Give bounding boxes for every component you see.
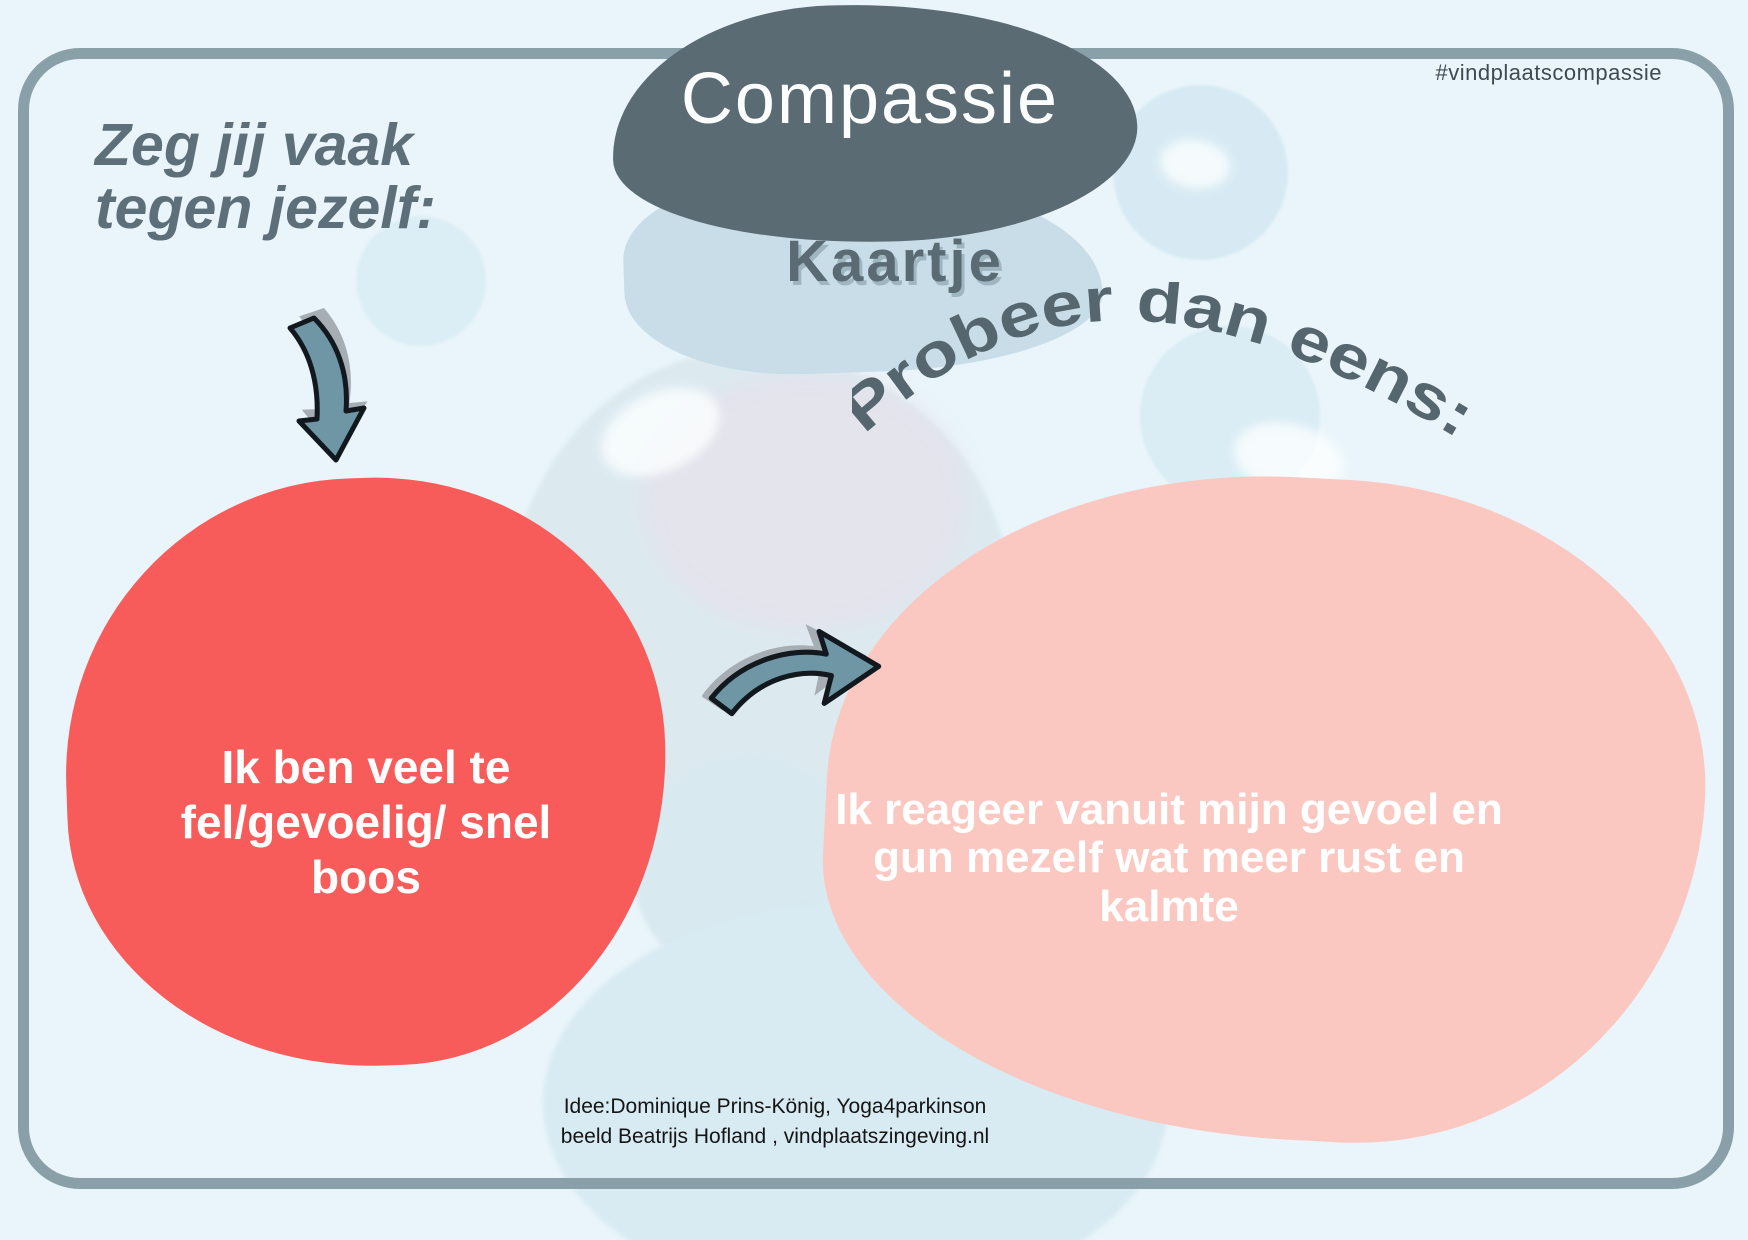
left-prompt-line-1: Zeg jij vaak [95, 112, 414, 178]
svg-text:Probeer dan eens:: Probeer dan eens: [852, 282, 1486, 451]
left-prompt-line-2: tegen jezelf: [95, 175, 436, 242]
left-prompt-heading: Zeg jij vaak tegen jezelf: [95, 112, 655, 242]
hashtag-label: #vindplaatscompassie [1435, 60, 1662, 85]
response-line-2: gun mezelf wat meer rust en [873, 833, 1465, 883]
credit-line-2: beeld Beatrijs Hofland , vindplaatszinge… [560, 1124, 990, 1148]
compassionate-response-text: Ik reageer vanuit mijn gevoel en gun mez… [822, 785, 1516, 931]
right-prompt-text: Probeer dan eens: [852, 282, 1486, 451]
negative-line-3: boos [311, 851, 421, 904]
credits: Idee:Dominique Prins-König, Yoga4parkins… [525, 1092, 1025, 1152]
negative-selftalk-text: Ik ben veel te fel/gevoelig/ snel boos [86, 740, 646, 906]
card-subtitle: Kaartje [786, 229, 1004, 294]
response-line-1: Ik reageer vanuit mijn gevoel en [835, 785, 1503, 834]
watercolor-bubble [356, 216, 486, 346]
negative-line-2: fel/gevoelig/ snel [180, 796, 552, 849]
response-line-3: kalmte [1099, 881, 1239, 931]
negative-line-1: Ik ben veel te [221, 741, 511, 793]
card-title: Compassie [680, 59, 1060, 139]
right-prompt-arc: Probeer dan eens: [852, 282, 1486, 451]
credit-line-1: Idee:Dominique Prins-König, Yoga4parkins… [563, 1095, 987, 1118]
curved-arrow-right-icon [702, 624, 882, 717]
curved-arrow-down-icon [287, 308, 368, 463]
